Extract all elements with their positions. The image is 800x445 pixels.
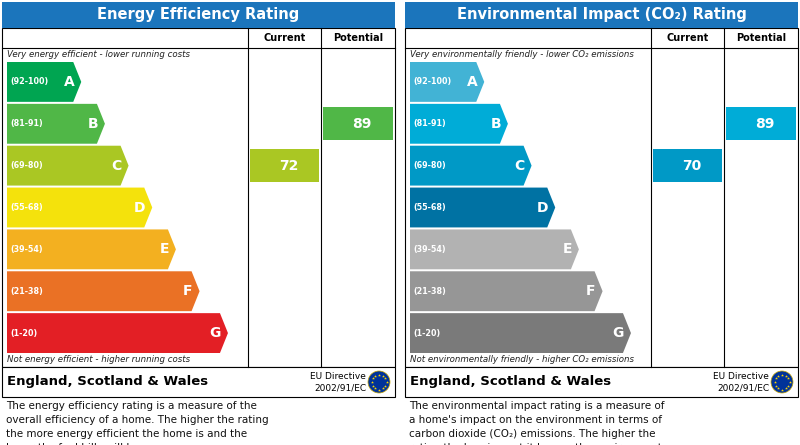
Text: 72: 72 xyxy=(278,159,298,173)
Text: G: G xyxy=(613,326,624,340)
Polygon shape xyxy=(250,150,319,182)
Polygon shape xyxy=(653,150,722,182)
Text: The energy efficiency rating is a measure of the
overall efficiency of a home. T: The energy efficiency rating is a measur… xyxy=(6,401,269,445)
Text: 89: 89 xyxy=(755,117,775,131)
Polygon shape xyxy=(410,188,555,227)
Text: Environmental Impact (CO₂) Rating: Environmental Impact (CO₂) Rating xyxy=(457,8,746,23)
Bar xyxy=(399,0,404,445)
Bar xyxy=(405,28,798,367)
Text: England, Scotland & Wales: England, Scotland & Wales xyxy=(410,376,611,388)
Text: Very environmentally friendly - lower CO₂ emissions: Very environmentally friendly - lower CO… xyxy=(410,50,634,59)
Text: A: A xyxy=(466,75,478,89)
Text: Current: Current xyxy=(263,33,306,43)
Text: 70: 70 xyxy=(682,159,701,173)
Text: B: B xyxy=(87,117,98,131)
Text: EU Directive
2002/91/EC: EU Directive 2002/91/EC xyxy=(310,372,366,392)
Text: F: F xyxy=(183,284,193,298)
Polygon shape xyxy=(7,230,176,269)
Polygon shape xyxy=(7,104,105,144)
Polygon shape xyxy=(323,107,393,140)
Polygon shape xyxy=(726,107,796,140)
Polygon shape xyxy=(7,313,228,353)
Text: Potential: Potential xyxy=(736,33,786,43)
Text: (1-20): (1-20) xyxy=(10,328,38,338)
Polygon shape xyxy=(410,313,631,353)
Text: 89: 89 xyxy=(353,117,372,131)
Polygon shape xyxy=(7,146,129,186)
Text: (39-54): (39-54) xyxy=(10,245,42,254)
Text: (39-54): (39-54) xyxy=(413,245,446,254)
Text: E: E xyxy=(159,243,169,256)
Bar xyxy=(405,2,798,28)
Text: Potential: Potential xyxy=(333,33,383,43)
Polygon shape xyxy=(7,188,152,227)
Text: E: E xyxy=(562,243,572,256)
Text: (92-100): (92-100) xyxy=(413,77,451,86)
Text: (81-91): (81-91) xyxy=(10,119,42,128)
Text: A: A xyxy=(63,75,74,89)
Bar xyxy=(2,28,395,367)
Polygon shape xyxy=(7,271,199,311)
Polygon shape xyxy=(7,62,82,102)
Text: The environmental impact rating is a measure of
a home's impact on the environme: The environmental impact rating is a mea… xyxy=(409,401,666,445)
Text: (69-80): (69-80) xyxy=(10,161,42,170)
Bar xyxy=(2,367,395,397)
Text: (55-68): (55-68) xyxy=(10,203,42,212)
Text: (55-68): (55-68) xyxy=(413,203,446,212)
Text: C: C xyxy=(514,159,525,173)
Polygon shape xyxy=(410,104,508,144)
Text: F: F xyxy=(586,284,595,298)
Circle shape xyxy=(771,371,793,393)
Text: (1-20): (1-20) xyxy=(413,328,440,338)
Bar xyxy=(405,367,798,397)
Text: C: C xyxy=(111,159,122,173)
Text: (92-100): (92-100) xyxy=(10,77,48,86)
Text: G: G xyxy=(210,326,221,340)
Polygon shape xyxy=(410,146,531,186)
Text: (21-38): (21-38) xyxy=(413,287,446,296)
Text: Not energy efficient - higher running costs: Not energy efficient - higher running co… xyxy=(7,355,190,364)
Text: Very energy efficient - lower running costs: Very energy efficient - lower running co… xyxy=(7,50,190,59)
Text: EU Directive
2002/91/EC: EU Directive 2002/91/EC xyxy=(713,372,769,392)
Polygon shape xyxy=(410,230,579,269)
Text: Current: Current xyxy=(666,33,709,43)
Polygon shape xyxy=(410,271,602,311)
Text: England, Scotland & Wales: England, Scotland & Wales xyxy=(7,376,208,388)
Text: (69-80): (69-80) xyxy=(413,161,446,170)
Text: (81-91): (81-91) xyxy=(413,119,446,128)
Bar xyxy=(2,2,395,28)
Text: (21-38): (21-38) xyxy=(10,287,43,296)
Text: D: D xyxy=(537,201,548,214)
Text: D: D xyxy=(134,201,146,214)
Text: Not environmentally friendly - higher CO₂ emissions: Not environmentally friendly - higher CO… xyxy=(410,355,634,364)
Circle shape xyxy=(368,371,390,393)
Text: B: B xyxy=(490,117,501,131)
Text: Energy Efficiency Rating: Energy Efficiency Rating xyxy=(98,8,300,23)
Polygon shape xyxy=(410,62,484,102)
